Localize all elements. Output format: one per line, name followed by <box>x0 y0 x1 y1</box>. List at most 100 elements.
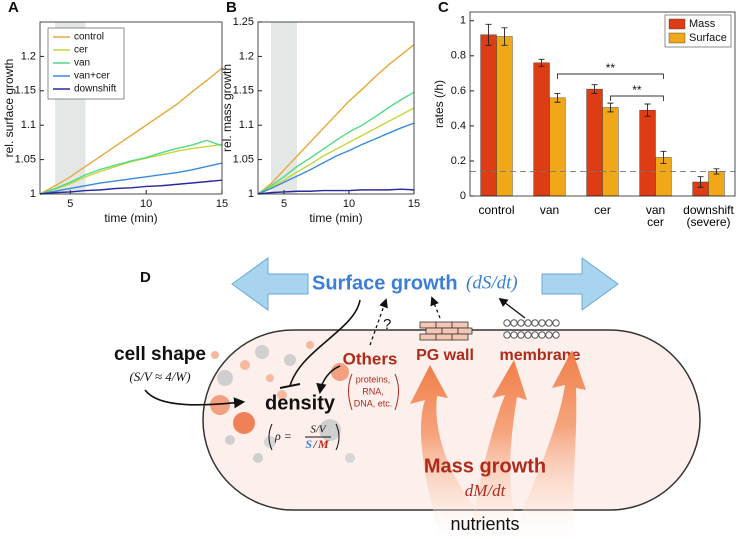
x-tick-label: van cer <box>645 203 666 229</box>
inhibit-arrow <box>289 299 361 387</box>
legend-label: downshift <box>74 84 116 95</box>
panel-label: C <box>438 0 449 16</box>
others-detail: DNA, etc. <box>354 398 393 408</box>
lipid <box>524 319 532 327</box>
series-line <box>257 44 415 195</box>
x-tick-label: 5 <box>67 198 73 210</box>
legend-swatch <box>668 32 686 44</box>
lipid <box>538 331 546 339</box>
mass-growth: Mass growth <box>424 455 546 477</box>
x-axis-label: time (min) <box>104 211 157 225</box>
dashed-arrow <box>369 298 388 346</box>
lipid <box>545 331 553 339</box>
legend-label: cer <box>74 45 89 56</box>
y-tick-label: 1.1 <box>21 119 36 131</box>
legend-label: van <box>74 58 90 69</box>
bar <box>496 36 513 197</box>
panel-label: A <box>8 0 19 16</box>
pg-wall-icon <box>419 321 473 341</box>
error-bar <box>554 93 561 103</box>
shape-relation: (S/V ≈ 4/W) <box>129 369 190 384</box>
significance-label: ** <box>632 83 642 97</box>
y-tick-label: 1.2 <box>239 50 254 62</box>
arrow <box>498 297 526 319</box>
series-line <box>39 139 223 195</box>
lipid <box>531 319 539 327</box>
error-bar <box>607 102 614 113</box>
y-tick-label: 1 <box>248 188 254 200</box>
surface-rate: (dS/dt) <box>466 272 518 293</box>
nutrient-arrow <box>510 350 586 539</box>
others-detail: RNA, <box>362 386 384 396</box>
lipid <box>510 331 518 339</box>
diagram: D Surface growth (dS/dt) PG wall membran… <box>114 257 701 539</box>
y-axis-label: rel. mass growth <box>220 64 234 152</box>
significance-bracket <box>557 73 664 79</box>
y-tick-label: 0.8 <box>451 50 466 62</box>
bar <box>586 88 603 197</box>
legend-label: Mass <box>689 18 716 30</box>
bar <box>708 171 725 197</box>
shaded-region <box>271 22 297 194</box>
series-line <box>257 122 415 195</box>
significance-bracket <box>610 95 664 101</box>
legend-label: Surface <box>689 32 727 44</box>
x-tick-label: 15 <box>216 198 228 210</box>
y-tick-label: 1.05 <box>15 154 36 166</box>
lipid <box>531 331 539 339</box>
y-axis-label: rel. surface growth <box>2 59 16 158</box>
error-bar <box>591 84 598 94</box>
paren <box>335 423 340 451</box>
lipid <box>524 331 532 339</box>
paren <box>394 373 399 411</box>
significance-label: ** <box>606 61 616 75</box>
numerator: S/V <box>310 424 327 436</box>
expand-arrow <box>541 257 619 311</box>
pg-wall: PG wall <box>416 347 474 364</box>
question: ? <box>383 316 391 333</box>
nutrient-arrow <box>470 360 527 539</box>
y-tick-label: 1.05 <box>233 154 254 166</box>
panel-label: B <box>226 0 237 16</box>
error-bar <box>713 168 720 175</box>
series-line <box>257 107 415 195</box>
lipid <box>503 331 511 339</box>
legend-swatch <box>668 18 686 30</box>
series-line <box>39 179 223 195</box>
dashed-arrow <box>430 296 441 319</box>
nutrient-arrow <box>410 365 500 539</box>
lipid <box>552 331 560 339</box>
others: Others <box>343 349 398 368</box>
density: density <box>265 392 336 414</box>
others-detail: proteins, <box>356 374 391 384</box>
y-axis-label: rates (/h) <box>432 80 446 128</box>
y-tick-label: 0.6 <box>451 85 466 97</box>
y-tick-label: 1.1 <box>239 119 254 131</box>
nutrients: nutrients <box>450 514 519 534</box>
x-tick-label: van <box>539 203 560 217</box>
lipid <box>538 319 546 327</box>
y-tick-label: 1 <box>30 188 36 200</box>
panel-label: D <box>140 269 151 286</box>
series-line <box>257 188 415 195</box>
x-tick-label: 5 <box>281 198 287 210</box>
plot-frame <box>39 21 223 195</box>
error-bar <box>697 176 704 188</box>
cell-shape: cell shape <box>114 344 206 365</box>
plot-frame <box>257 21 415 195</box>
x-tick-label: downshift (severe) <box>683 203 734 229</box>
error-bar <box>660 150 667 165</box>
lipid <box>517 319 525 327</box>
bar <box>533 62 550 197</box>
lipid <box>510 319 518 327</box>
plot-frame <box>469 11 736 197</box>
denominator-slash: / <box>312 437 318 451</box>
arrow <box>316 365 341 395</box>
error-bar <box>644 103 651 117</box>
bar <box>602 107 619 197</box>
y-tick-label: 1 <box>460 15 466 27</box>
lipid <box>552 319 560 327</box>
molecules <box>210 341 355 463</box>
